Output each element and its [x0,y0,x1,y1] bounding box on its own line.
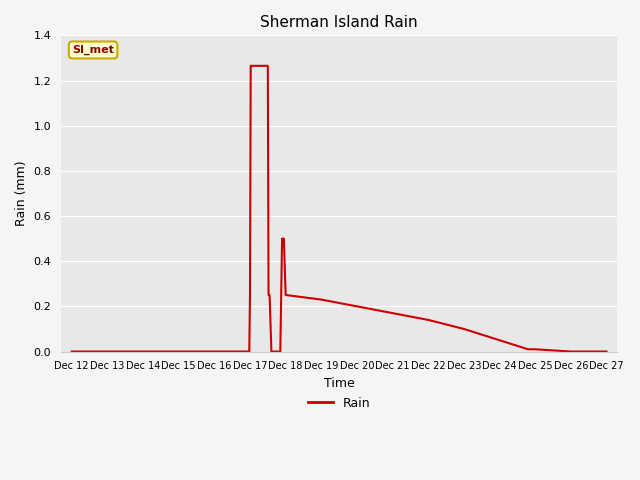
X-axis label: Time: Time [324,377,355,390]
Text: SI_met: SI_met [72,45,114,55]
Title: Sherman Island Rain: Sherman Island Rain [260,15,418,30]
Y-axis label: Rain (mm): Rain (mm) [15,161,28,226]
Legend: Rain: Rain [303,392,376,415]
